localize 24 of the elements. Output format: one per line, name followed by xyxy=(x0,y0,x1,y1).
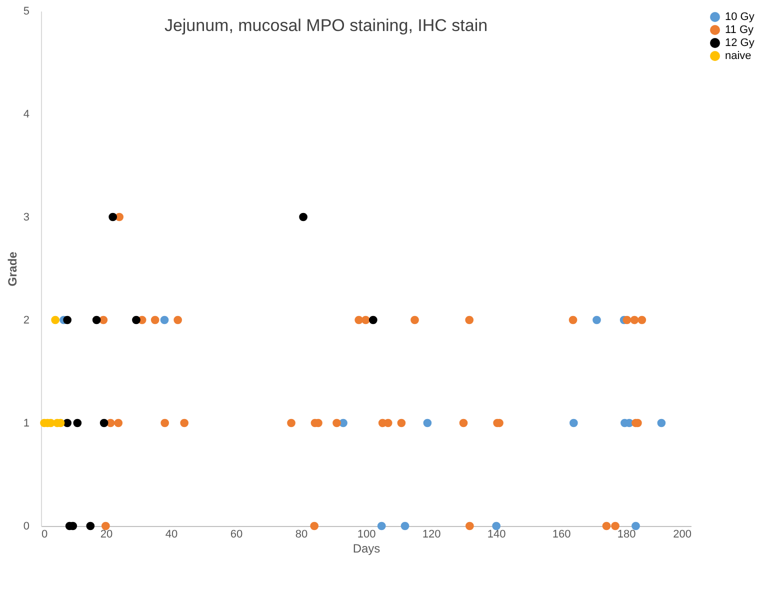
x-tick-label: 80 xyxy=(295,528,308,540)
x-tick-label: 60 xyxy=(230,528,243,540)
y-tick-label: 4 xyxy=(23,108,30,120)
x-tick-label: 40 xyxy=(165,528,178,540)
y-tick-label: 0 xyxy=(23,520,30,532)
y-tick-label: 5 xyxy=(23,6,30,18)
x-tick-label: 0 xyxy=(42,528,48,540)
x-tick-label: 20 xyxy=(100,528,113,540)
chart-title: Jejunum, mucosal MPO staining, IHC stain xyxy=(164,16,488,35)
legend-label: naive xyxy=(725,50,752,62)
legend-label: 11 Gy xyxy=(725,24,754,36)
y-axis-title: Grade xyxy=(5,251,20,286)
y-tick-label: 3 xyxy=(23,212,30,224)
x-tick-label: 180 xyxy=(617,528,636,540)
legend-label: 10 Gy xyxy=(725,11,755,23)
x-tick-label: 140 xyxy=(487,528,506,540)
x-tick-label: 160 xyxy=(552,528,571,540)
x-tick-label: 200 xyxy=(673,528,692,540)
legend-label: 12 Gy xyxy=(725,37,755,49)
y-tick-label: 2 xyxy=(23,314,30,326)
x-tick-label: 120 xyxy=(422,528,441,540)
y-tick-label: 1 xyxy=(23,418,30,430)
x-axis-title: Days xyxy=(352,542,380,556)
x-tick-label: 100 xyxy=(357,528,376,540)
